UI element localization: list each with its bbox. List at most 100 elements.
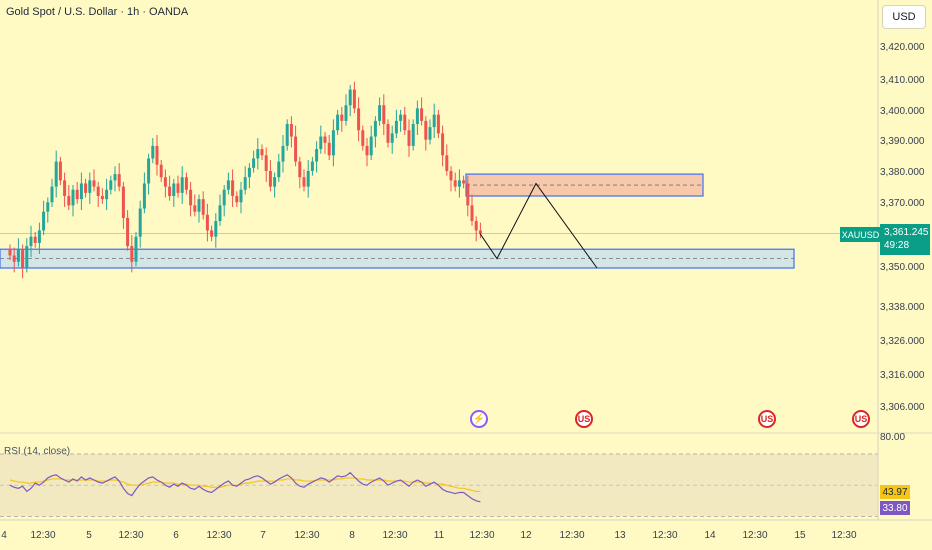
candle-body bbox=[126, 217, 130, 247]
candle-body bbox=[88, 180, 92, 193]
time-label: 7 bbox=[260, 530, 266, 541]
candle-body bbox=[134, 236, 138, 262]
price-label: 3,316.000 bbox=[880, 370, 925, 381]
time-label: 12:30 bbox=[652, 530, 678, 541]
time-label: 12:30 bbox=[30, 530, 56, 541]
candle-body bbox=[432, 114, 436, 128]
candle-body bbox=[445, 155, 449, 171]
current-price: 3,361.245 bbox=[884, 227, 929, 238]
candle-body bbox=[331, 130, 335, 156]
rsi-indicator-label[interactable]: RSI (14, close) bbox=[4, 446, 71, 457]
time-label: 12:30 bbox=[118, 530, 144, 541]
candle-body bbox=[235, 196, 239, 203]
candle-body bbox=[67, 196, 71, 206]
candle-body bbox=[184, 177, 188, 190]
symbol-badge: XAUUSD bbox=[840, 227, 881, 242]
candle-body bbox=[205, 214, 209, 231]
current-price-badge: 3,361.245 49:28 bbox=[880, 224, 930, 255]
price-label: 3,370.000 bbox=[880, 198, 925, 209]
candle-body bbox=[79, 183, 83, 200]
support-zone bbox=[0, 248, 795, 269]
time-label: 8 bbox=[349, 530, 355, 541]
candle-body bbox=[8, 249, 12, 256]
candle-body bbox=[12, 255, 16, 262]
candle-body bbox=[365, 145, 369, 156]
candle-body bbox=[348, 89, 352, 106]
candle-body bbox=[352, 89, 356, 109]
candle-body bbox=[197, 199, 201, 212]
rsi-ma-badge: 43.97 bbox=[880, 485, 910, 499]
candle-body bbox=[394, 120, 398, 134]
candle-body bbox=[218, 205, 222, 222]
price-label: 3,390.000 bbox=[880, 136, 925, 147]
candle-body bbox=[33, 236, 37, 243]
candle-body bbox=[252, 158, 256, 168]
candle-body bbox=[147, 158, 151, 184]
candle-body bbox=[109, 180, 113, 190]
time-label: 14 bbox=[704, 530, 716, 541]
candle-body bbox=[29, 236, 33, 247]
candle-body bbox=[226, 180, 230, 190]
time-label: 5 bbox=[86, 530, 92, 541]
candle-body bbox=[470, 205, 474, 222]
candle-body bbox=[289, 124, 293, 137]
rsi-upper-label: 80.00 bbox=[880, 432, 906, 443]
candle-body bbox=[100, 196, 104, 200]
price-label: 3,326.000 bbox=[880, 336, 925, 347]
us-flag-icon[interactable]: US bbox=[758, 410, 776, 428]
candle-body bbox=[327, 142, 331, 156]
time-label: 6 bbox=[173, 530, 179, 541]
lightning-icon[interactable]: ⚡ bbox=[470, 410, 488, 428]
candle-body bbox=[151, 145, 155, 159]
candle-body bbox=[113, 174, 117, 181]
candle-body bbox=[474, 221, 478, 231]
time-label: 12:30 bbox=[559, 530, 585, 541]
time-label: 12:30 bbox=[742, 530, 768, 541]
candle-body bbox=[42, 211, 46, 231]
candle-body bbox=[441, 133, 445, 156]
price-label: 3,420.000 bbox=[880, 42, 925, 53]
rsi-layer bbox=[0, 453, 878, 517]
rsi-line bbox=[9, 471, 481, 503]
candle-body bbox=[453, 180, 457, 187]
candle-body bbox=[163, 177, 167, 187]
price-label: 3,400.000 bbox=[880, 106, 925, 117]
candle-body bbox=[357, 108, 361, 131]
candle-body bbox=[176, 183, 180, 193]
candle-body bbox=[138, 208, 142, 237]
currency-button[interactable]: USD bbox=[882, 5, 926, 29]
candle-body bbox=[428, 127, 432, 140]
time-label: 13 bbox=[614, 530, 626, 541]
us-flag-icon[interactable]: US bbox=[575, 410, 593, 428]
time-label: 12:30 bbox=[206, 530, 232, 541]
candle-body bbox=[180, 177, 184, 193]
candle-body bbox=[46, 202, 50, 212]
candle-body bbox=[382, 105, 386, 125]
candle-body bbox=[92, 180, 96, 187]
candle-body bbox=[172, 183, 176, 197]
candle-body bbox=[415, 108, 419, 125]
candle-body bbox=[63, 180, 67, 197]
candle-body bbox=[403, 114, 407, 131]
candle-body bbox=[75, 189, 79, 200]
candle-body bbox=[268, 170, 272, 187]
candle-body bbox=[54, 161, 58, 187]
time-label: 12:30 bbox=[382, 530, 408, 541]
candle-body bbox=[449, 170, 453, 181]
time-label: 12:30 bbox=[831, 530, 857, 541]
candle-body bbox=[281, 145, 285, 162]
us-flag-icon[interactable]: US bbox=[852, 410, 870, 428]
projection-path bbox=[479, 182, 598, 269]
candle-body bbox=[50, 186, 54, 203]
candle-body bbox=[105, 189, 109, 200]
chart-title: Gold Spot / U.S. Dollar · 1h · OANDA bbox=[6, 6, 189, 18]
candle-body bbox=[340, 114, 344, 121]
candle-body bbox=[306, 170, 310, 187]
time-label: 12 bbox=[520, 530, 532, 541]
candle-body bbox=[420, 108, 424, 121]
candle-body bbox=[25, 246, 29, 268]
zone-layer bbox=[0, 173, 878, 269]
candle-body bbox=[201, 199, 205, 215]
candle-body bbox=[298, 161, 302, 178]
